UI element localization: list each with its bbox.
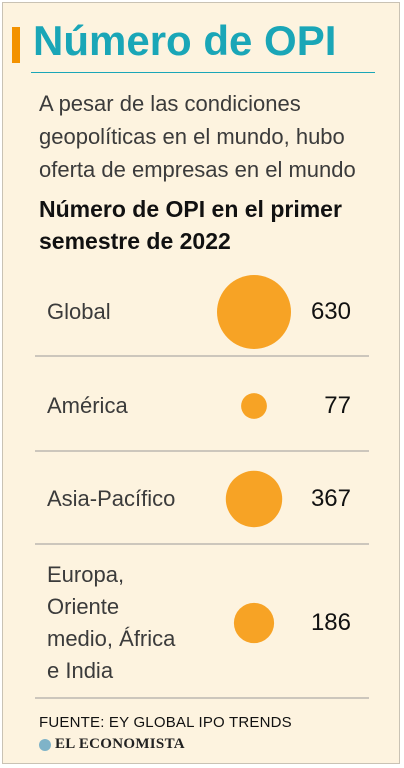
page-title: Número de OPI xyxy=(33,17,337,64)
category-label: Asia-Pacífico xyxy=(47,486,176,511)
source-note: FUENTE: EY GLOBAL IPO TRENDS xyxy=(39,714,292,731)
value-label: 186 xyxy=(310,609,351,636)
bubble-chart xyxy=(35,275,369,699)
value-label: 630 xyxy=(310,298,351,325)
globe-icon xyxy=(39,738,51,751)
value-label: 77 xyxy=(324,392,351,419)
category-label: América xyxy=(47,393,128,418)
subtitle: A pesar de las condiciones geopolíticas … xyxy=(39,91,356,182)
infographic-panel: Número de OPI A pesar de las condiciones… xyxy=(2,2,400,764)
bubble-1 xyxy=(241,393,267,419)
brand-name: EL ECONOMISTA xyxy=(55,736,185,752)
chart-title: Número de OPI en el primer semestre de 2… xyxy=(39,196,342,254)
title-accent-bar xyxy=(12,27,20,63)
category-label: Global xyxy=(47,299,111,324)
title-underline xyxy=(31,72,375,73)
brand-logo: EL ECONOMISTA xyxy=(39,736,185,753)
bubble-2 xyxy=(225,470,283,528)
bubble-3 xyxy=(233,602,275,644)
category-label: Europa, Oriente medio, África e India xyxy=(47,562,176,683)
value-label: 367 xyxy=(310,485,351,512)
bubble-0 xyxy=(217,275,291,349)
